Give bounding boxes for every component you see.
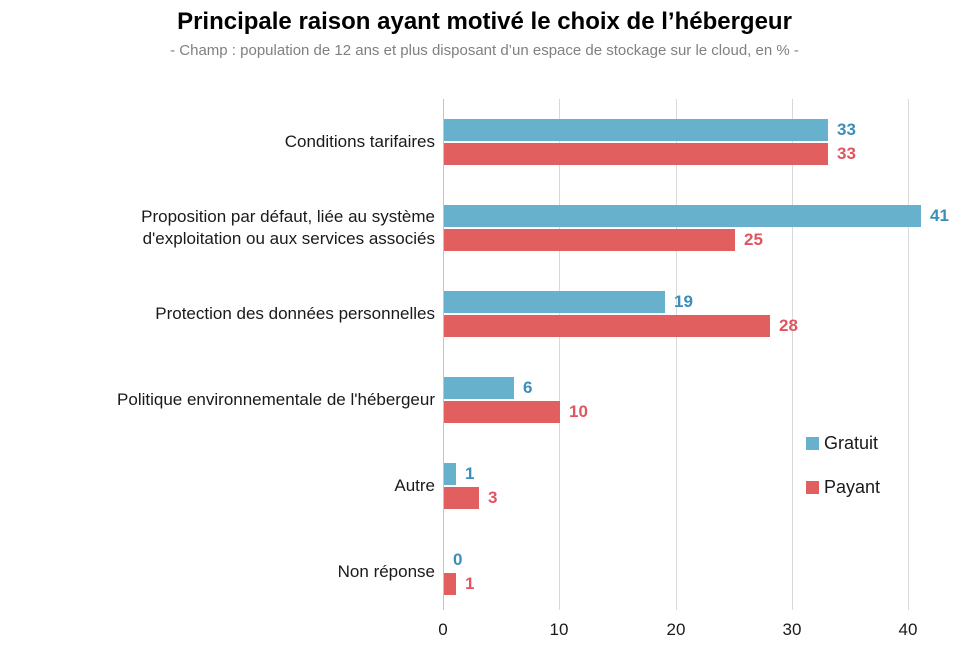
bar-payant bbox=[444, 487, 479, 509]
chart-title: Principale raison ayant motivé le choix … bbox=[177, 8, 792, 35]
bar-value-label: 6 bbox=[523, 378, 533, 397]
legend-swatch-gratuit-icon bbox=[806, 437, 819, 450]
bar-value-label: 25 bbox=[744, 230, 763, 249]
legend-swatch-payant-icon bbox=[806, 481, 819, 494]
category-label: Autre bbox=[394, 476, 435, 495]
bar-gratuit bbox=[444, 463, 456, 485]
x-axis: 0 10 20 30 40 bbox=[438, 620, 931, 644]
bar-value-label: 33 bbox=[837, 120, 856, 139]
category-label: Protection des données personnelles bbox=[155, 304, 435, 323]
bar-gratuit bbox=[444, 377, 514, 399]
bar-payant bbox=[444, 229, 735, 251]
bar-value-label: 41 bbox=[930, 206, 949, 225]
x-tick-label: 20 bbox=[666, 620, 686, 639]
bar-payant bbox=[444, 143, 828, 165]
bar-value-label: 19 bbox=[674, 292, 693, 311]
bar-gratuit bbox=[444, 205, 921, 227]
plot-area: 33 33 41 25 19 28 6 10 1 3 0 1 bbox=[443, 99, 949, 610]
legend-entry-gratuit: Gratuit bbox=[806, 433, 880, 454]
bar-payant bbox=[444, 573, 456, 595]
legend-label-payant: Payant bbox=[824, 477, 881, 497]
x-tick-label: 10 bbox=[549, 620, 569, 639]
legend-label-gratuit: Gratuit bbox=[824, 433, 879, 453]
legend-entry-payant: Payant bbox=[806, 477, 880, 498]
bar-gratuit bbox=[444, 291, 665, 313]
x-tick-label: 40 bbox=[898, 620, 918, 639]
gridline bbox=[676, 99, 677, 610]
category-label: Non réponse bbox=[337, 562, 435, 581]
bar-value-label: 28 bbox=[779, 316, 798, 335]
gridline bbox=[908, 99, 909, 610]
bar-value-label: 1 bbox=[465, 574, 475, 593]
bar-value-label: 10 bbox=[569, 402, 588, 421]
bar-value-label: 33 bbox=[837, 144, 856, 163]
category-labels: Conditions tarifaires Proposition par déf… bbox=[0, 99, 435, 609]
chart-subtitle: - Champ : population de 12 ans et plus d… bbox=[170, 42, 799, 59]
category-label: Politique environnementale de l'hébergeu… bbox=[117, 390, 435, 409]
bar-value-label: 0 bbox=[453, 550, 463, 569]
bar-payant bbox=[444, 401, 560, 423]
category-label: Proposition par défaut, liée au système d… bbox=[141, 207, 435, 248]
y-axis-line bbox=[443, 99, 444, 610]
gridline bbox=[559, 99, 560, 610]
x-tick-label: 30 bbox=[782, 620, 802, 639]
bar-value-label: 1 bbox=[465, 464, 475, 483]
gridline bbox=[792, 99, 793, 610]
category-label: Conditions tarifaires bbox=[284, 132, 435, 151]
legend: Gratuit Payant bbox=[806, 433, 880, 521]
bar-gratuit bbox=[444, 119, 828, 141]
x-tick-label: 0 bbox=[438, 620, 448, 639]
bar-value-label: 3 bbox=[488, 488, 498, 507]
bar-payant bbox=[444, 315, 770, 337]
